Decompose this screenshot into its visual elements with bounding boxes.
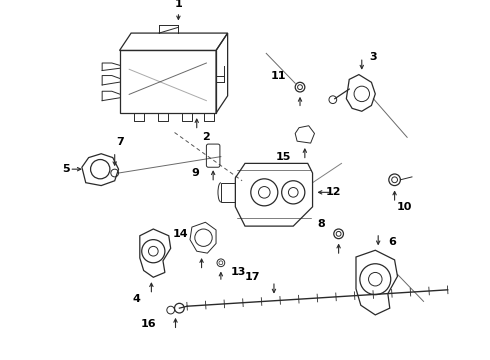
- Text: 14: 14: [172, 229, 188, 239]
- Text: 2: 2: [202, 132, 210, 142]
- Text: 11: 11: [271, 71, 287, 81]
- Text: 12: 12: [326, 187, 342, 197]
- Text: 4: 4: [133, 293, 141, 303]
- Text: 3: 3: [369, 52, 377, 62]
- Text: 5: 5: [63, 164, 70, 174]
- Text: 15: 15: [276, 152, 291, 162]
- Text: 6: 6: [388, 237, 395, 247]
- Text: 10: 10: [396, 202, 412, 212]
- Text: 9: 9: [192, 168, 200, 178]
- Text: 8: 8: [318, 219, 325, 229]
- Text: 1: 1: [174, 0, 182, 9]
- Text: 13: 13: [231, 267, 246, 278]
- Text: 16: 16: [141, 319, 156, 329]
- Text: 7: 7: [117, 137, 124, 147]
- Text: 17: 17: [245, 272, 261, 282]
